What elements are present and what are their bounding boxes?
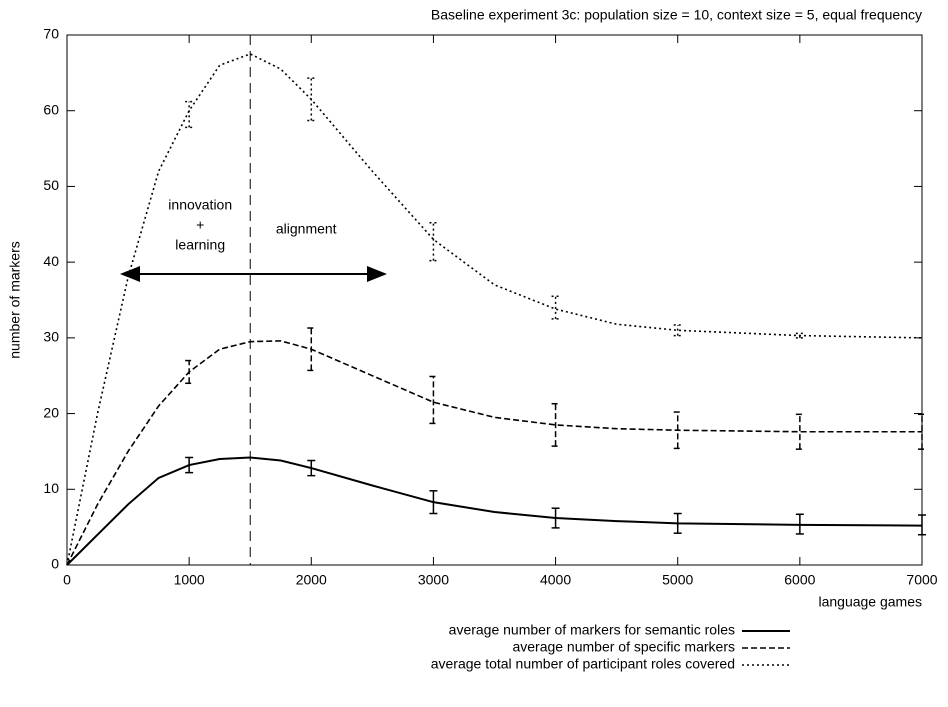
error-bar bbox=[551, 295, 560, 320]
error-bar bbox=[795, 413, 804, 450]
x-tick-label: 6000 bbox=[784, 572, 815, 588]
x-tick-label: 4000 bbox=[540, 572, 571, 588]
y-axis-label: number of markers bbox=[7, 241, 23, 358]
plot-frame bbox=[66, 34, 923, 566]
legend-label: average number of specific markers bbox=[512, 639, 735, 655]
annotation: alignment bbox=[276, 221, 337, 237]
error-bar bbox=[185, 359, 194, 385]
y-tick-label: 50 bbox=[43, 177, 59, 193]
legend-label: average total number of participant role… bbox=[431, 656, 735, 672]
y-tick-label: 20 bbox=[43, 404, 59, 420]
y-tick-label: 0 bbox=[51, 556, 59, 572]
chart-title: Baseline experiment 3c: population size … bbox=[431, 7, 922, 23]
x-tick-label: 7000 bbox=[906, 572, 937, 588]
error-bar bbox=[307, 77, 316, 122]
error-bar bbox=[429, 490, 438, 515]
x-axis-label: language games bbox=[818, 594, 922, 610]
error-bar bbox=[795, 332, 804, 339]
x-tick-label: 3000 bbox=[418, 572, 449, 588]
error-bar bbox=[307, 327, 316, 372]
annotation: + bbox=[196, 217, 204, 233]
error-bar bbox=[673, 324, 682, 337]
error-bar bbox=[673, 411, 682, 450]
series-line bbox=[66, 340, 922, 566]
y-tick-label: 60 bbox=[43, 101, 59, 117]
y-tick-label: 70 bbox=[43, 26, 59, 42]
error-bar bbox=[918, 514, 926, 536]
x-tick-label: 5000 bbox=[662, 572, 693, 588]
arrow-head bbox=[367, 266, 387, 282]
series-line bbox=[66, 53, 923, 566]
error-bar bbox=[673, 512, 682, 534]
error-bar bbox=[429, 222, 438, 262]
y-tick-label: 10 bbox=[43, 480, 59, 496]
legend-label: average number of markers for semantic r… bbox=[449, 622, 735, 638]
error-bar bbox=[795, 513, 804, 535]
y-tick-label: 40 bbox=[43, 253, 59, 269]
error-bar bbox=[429, 375, 438, 425]
x-tick-label: 1000 bbox=[174, 572, 205, 588]
y-tick-label: 30 bbox=[43, 329, 59, 345]
arrow-head bbox=[120, 266, 140, 282]
series-line bbox=[66, 456, 923, 566]
x-tick-label: 2000 bbox=[296, 572, 327, 588]
error-bar bbox=[185, 100, 194, 129]
x-tick-label: 0 bbox=[63, 572, 71, 588]
annotation: learning bbox=[175, 237, 225, 253]
error-bar bbox=[185, 456, 194, 474]
annotation: innovation bbox=[168, 197, 232, 213]
error-bar bbox=[307, 459, 316, 477]
error-bar bbox=[551, 507, 560, 529]
error-bar bbox=[551, 402, 560, 447]
error-bar bbox=[918, 413, 926, 450]
